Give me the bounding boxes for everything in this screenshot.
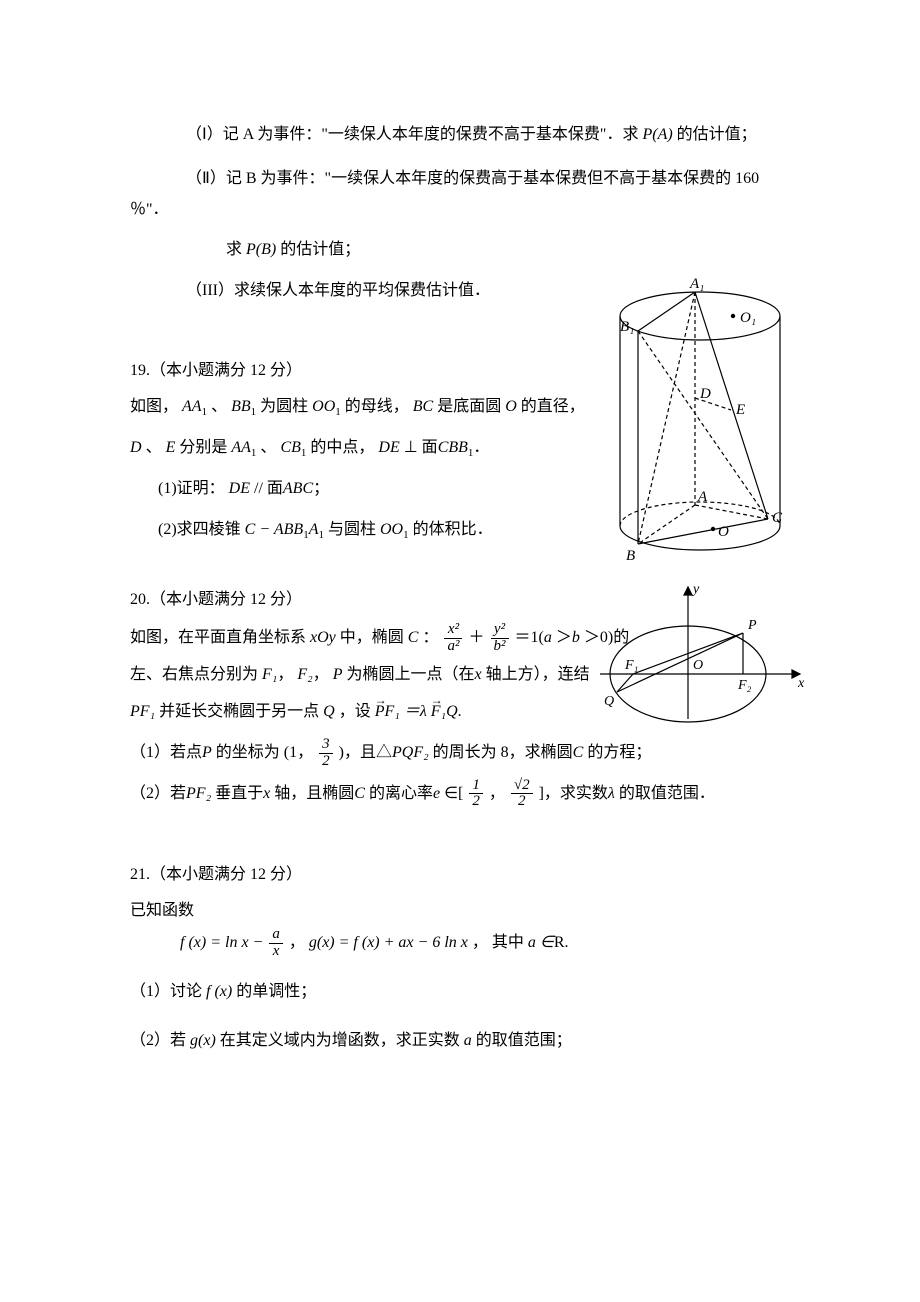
p20-line1: 如图，在平面直角坐标系 xOy 中，椭圆 C ： x²a² ＋ y²b² ＝1(… xyxy=(130,622,790,655)
text: （Ⅰ）记 A 为事件："一续保人本年度的保费不高于基本保费"．求 xyxy=(186,126,638,143)
svg-text:A₁: A₁ xyxy=(689,276,704,292)
p20-line3: PF₁ 并延长交椭圆于另一点 Q ，设 →PF₁ ＝λ →F₁Q. xyxy=(130,697,790,727)
p19-title: 19.（本小题满分 12 分） xyxy=(130,356,790,386)
text: ％"． xyxy=(130,201,169,218)
p20-q2: （2）若PF₂ 垂直于x 轴，且椭圆C 的离心率e ∈[ 12 ， √22 ]，… xyxy=(130,778,790,811)
p20-line2: 左、右焦点分别为 F₁， F₂， P 为椭圆上一点（在x 轴上方），连结 xyxy=(130,660,790,690)
text: 求 xyxy=(226,241,242,258)
p20-title: 20.（本小题满分 12 分） xyxy=(130,585,790,615)
p21-line1: 已知函数 f (x) = ln x − ax ， g(x) = f (x) + … xyxy=(130,896,790,959)
p18-part-II-c: 求 P(B) 的估计值； xyxy=(130,235,790,265)
p19-line2: D 、 E 分别是 AA1 、 CB1 的中点， DE ⊥ 面CBB1． xyxy=(130,433,790,464)
text: 的估计值； xyxy=(677,126,757,143)
svg-text:x: x xyxy=(797,676,805,691)
p20-q1: （1）若点P 的坐标为 (1， 32 )，且△PQF₂ 的周长为 8，求椭圆C … xyxy=(130,737,790,770)
svg-text:O₁: O₁ xyxy=(740,310,756,326)
svg-text:B: B xyxy=(626,548,635,564)
text: （III）求续保人本年度的平均保费估计值． xyxy=(186,282,490,299)
pA: P(A) xyxy=(642,126,672,143)
p19-q2: (2)求四棱锥 C − ABB1A1 与圆柱 OO1 的体积比． xyxy=(130,515,790,546)
svg-text:B₁: B₁ xyxy=(620,319,634,335)
text: 的估计值； xyxy=(280,241,360,258)
text: （Ⅱ）记 B 为事件："一续保人本年度的保费高于基本保费但不高于基本保费的 16… xyxy=(186,170,759,187)
p21-q2: （2）若 g(x) 在其定义域内为增函数，求正实数 a 的取值范围； xyxy=(130,1026,790,1056)
p21-title: 21.（本小题满分 12 分） xyxy=(130,860,790,890)
p18-part-II-a: （Ⅱ）记 B 为事件："一续保人本年度的保费高于基本保费但不高于基本保费的 16… xyxy=(130,164,790,194)
p19-line1: 如图， AA1 、 BB1 为圆柱 OO1 的母线， BC 是底面圆 O 的直径… xyxy=(130,392,790,423)
p18-part-I: （Ⅰ）记 A 为事件："一续保人本年度的保费不高于基本保费"．求 P(A) 的估… xyxy=(130,120,790,150)
pB: P(B) xyxy=(246,241,276,258)
p21-q1: （1）讨论 f (x) 的单调性； xyxy=(130,977,790,1007)
p18-part-II-b: ％"． xyxy=(130,195,790,225)
p19-q1: (1)证明： DE // 面ABC； xyxy=(130,474,790,504)
